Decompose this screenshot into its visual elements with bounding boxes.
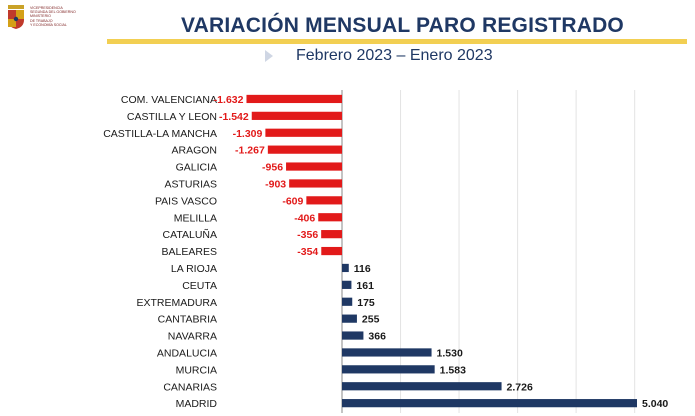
data-label: -609 bbox=[282, 195, 303, 207]
category-label: CANARIAS bbox=[163, 381, 217, 393]
page-subtitle: Febrero 2023 – Enero 2023 bbox=[296, 47, 493, 64]
logo-line: VICEPRESIDENCIA bbox=[30, 6, 63, 10]
category-label: BALEARES bbox=[162, 246, 217, 258]
government-logo: VICEPRESIDENCIA SEGUNDA DEL GOBIERNO MIN… bbox=[6, 4, 78, 30]
bar bbox=[306, 196, 342, 205]
category-label: COM. VALENCIANA bbox=[121, 94, 217, 106]
bar bbox=[342, 399, 637, 408]
category-label: CEUTA bbox=[182, 280, 217, 292]
data-label: 116 bbox=[354, 263, 371, 275]
data-label: 1.583 bbox=[440, 364, 466, 376]
bar bbox=[342, 314, 357, 323]
data-label: -406 bbox=[294, 212, 315, 224]
category-label: MADRID bbox=[176, 398, 218, 410]
data-label: -1.309 bbox=[233, 128, 263, 140]
bar bbox=[342, 348, 432, 357]
coat-of-arms-icon bbox=[8, 5, 24, 29]
bar bbox=[251, 111, 342, 120]
bar bbox=[246, 94, 342, 104]
category-label: ARAGON bbox=[171, 145, 217, 157]
data-label: -354 bbox=[297, 246, 318, 258]
category-label: MURCIA bbox=[176, 364, 217, 376]
data-label: -1.267 bbox=[235, 145, 265, 157]
data-label: 366 bbox=[368, 331, 386, 343]
bar bbox=[342, 365, 435, 374]
bar bbox=[318, 213, 342, 222]
logo-line: Y ECONOMÍA SOCIAL bbox=[30, 22, 67, 27]
category-label: ANDALUCIA bbox=[157, 347, 217, 359]
category-label: CASTILLA-LA MANCHA bbox=[103, 128, 217, 140]
bar bbox=[342, 331, 364, 340]
data-label: 2.726 bbox=[507, 381, 533, 393]
data-label: 255 bbox=[362, 314, 380, 326]
category-label: PAIS VASCO bbox=[155, 195, 217, 207]
data-label: -356 bbox=[297, 229, 318, 241]
logo-line: MINISTERIO bbox=[30, 14, 51, 19]
bar bbox=[342, 263, 349, 273]
bar bbox=[321, 246, 342, 256]
category-label: CANTABRIA bbox=[158, 314, 217, 326]
category-label: MELILLA bbox=[174, 212, 217, 224]
data-label: 1.530 bbox=[437, 347, 463, 359]
category-label: EXTREMADURA bbox=[136, 297, 217, 309]
data-label: 161 bbox=[356, 280, 374, 292]
data-label: -903 bbox=[265, 178, 286, 190]
category-label: NAVARRA bbox=[168, 331, 217, 343]
bar bbox=[342, 297, 353, 306]
bar bbox=[342, 280, 352, 289]
bar bbox=[321, 230, 342, 239]
logo-line: DE TRABAJO bbox=[30, 18, 53, 23]
data-label: 175 bbox=[357, 297, 375, 309]
bar bbox=[267, 145, 342, 154]
category-label: CATALUÑA bbox=[163, 228, 217, 241]
category-label: CASTILLA Y LEON bbox=[127, 111, 217, 123]
chevron-right-icon bbox=[265, 50, 273, 62]
category-label: LA RIOJA bbox=[171, 263, 217, 275]
logo-line: SEGUNDA DEL GOBIERNO bbox=[30, 10, 76, 15]
page-title: VARIACIÓN MENSUAL PARO REGISTRADO bbox=[181, 14, 624, 37]
category-label: GALICIA bbox=[176, 162, 217, 174]
data-label: -1.632 bbox=[214, 94, 244, 106]
data-label: -1.542 bbox=[219, 111, 249, 123]
data-label: 5.040 bbox=[642, 398, 668, 410]
data-label: -956 bbox=[262, 162, 283, 174]
bar bbox=[265, 128, 342, 137]
category-label: ASTURIAS bbox=[164, 178, 217, 190]
bar bbox=[286, 162, 342, 171]
bar bbox=[289, 179, 342, 188]
bar bbox=[342, 382, 502, 391]
title-underline bbox=[107, 39, 687, 44]
